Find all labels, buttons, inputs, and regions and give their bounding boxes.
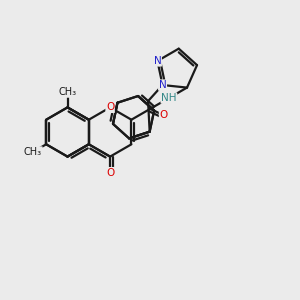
Text: O: O — [106, 102, 114, 112]
Text: CH₃: CH₃ — [24, 147, 42, 157]
Text: N: N — [159, 80, 167, 90]
Text: O: O — [106, 168, 114, 178]
Text: NH: NH — [161, 93, 177, 103]
Text: N: N — [154, 56, 161, 66]
Text: O: O — [159, 110, 168, 120]
Text: CH₃: CH₃ — [58, 87, 76, 97]
